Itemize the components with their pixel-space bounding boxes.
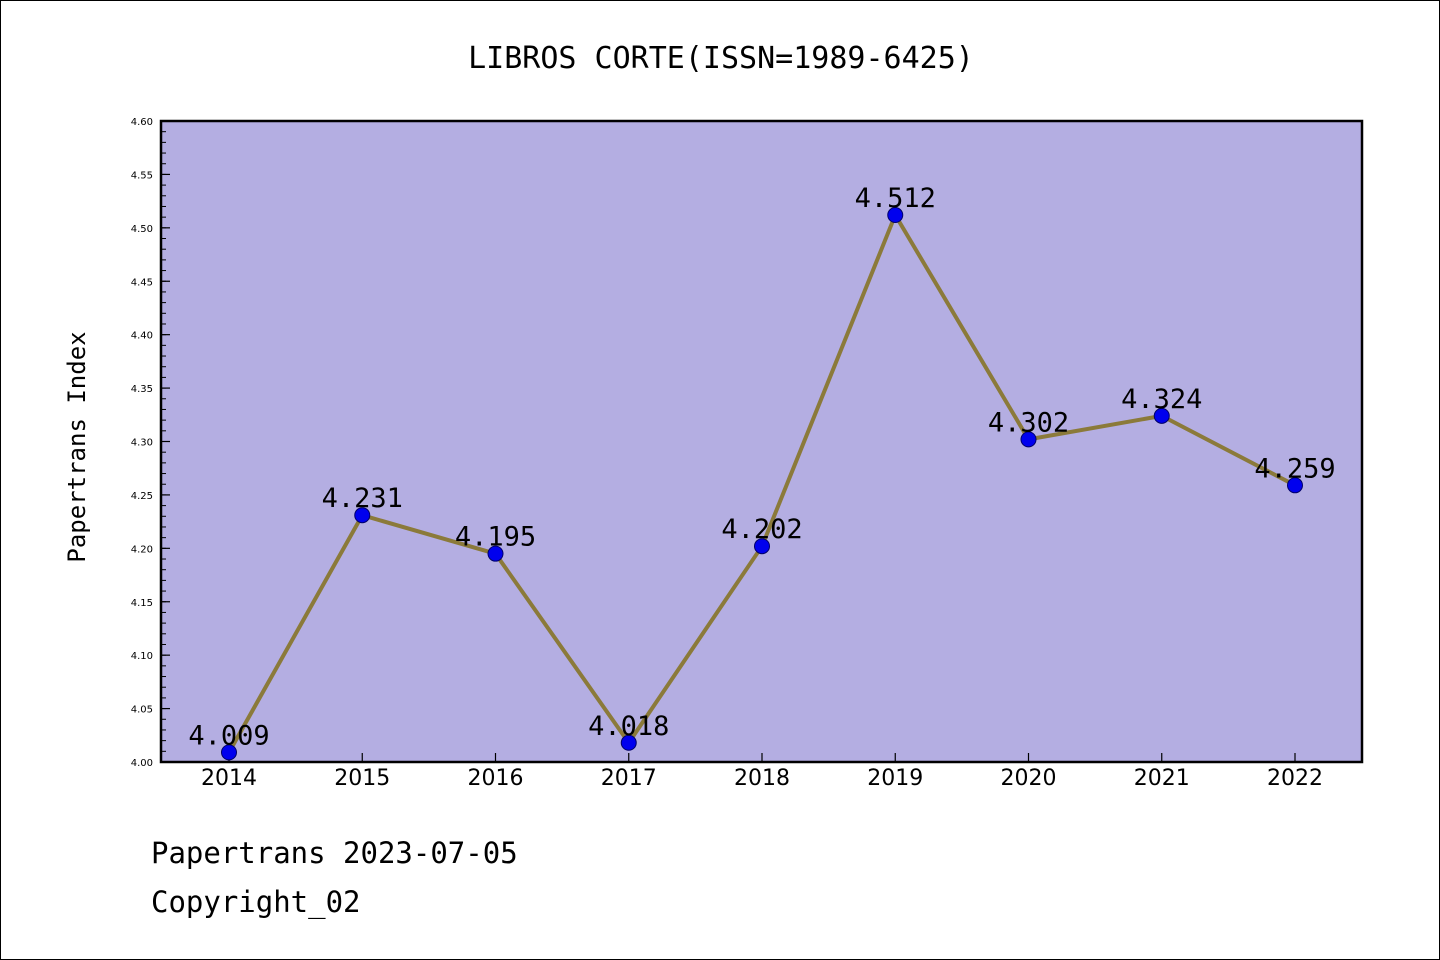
plot-area	[161, 121, 1362, 762]
x-tick-label: 2014	[201, 766, 257, 791]
data-label: 4.512	[855, 183, 936, 214]
data-point	[221, 744, 237, 761]
data-point	[1287, 477, 1303, 494]
data-labels: 4.009 4.231 4.195 4.018 4.202 4.512 4.302 4.324…	[188, 183, 1335, 751]
data-point	[487, 545, 504, 562]
y-tick-label: 4.15	[131, 598, 153, 609]
data-point	[354, 507, 371, 524]
y-tick-label: 4.40	[131, 331, 153, 342]
data-label: 4.195	[455, 522, 536, 553]
data-point	[1020, 431, 1037, 448]
data-label: 4.302	[988, 407, 1069, 438]
data-point	[754, 538, 770, 555]
footer-copyright: Copyright_02	[151, 885, 361, 919]
x-tick-label: 2022	[1267, 766, 1323, 791]
data-label: 4.202	[721, 514, 802, 545]
data-label: 4.324	[1121, 384, 1202, 415]
y-axis-label: Papertrans Index	[63, 331, 91, 562]
y-tick-label: 4.30	[131, 438, 153, 449]
data-label: 4.231	[322, 483, 403, 514]
y-tick-label: 4.35	[131, 384, 153, 395]
plot-border	[159, 119, 1364, 764]
y-tick-labels: 4.00 4.05 4.10 4.15 4.20 4.25 4.30 4.35 4.40 4.45…	[131, 117, 153, 769]
footer-date: Papertrans 2023-07-05	[151, 836, 518, 870]
y-tick-label: 4.60	[131, 117, 153, 128]
data-label: 4.009	[188, 720, 269, 751]
y-tick-label: 4.20	[131, 544, 153, 555]
data-point	[1153, 407, 1170, 424]
chart-title: LIBROS CORTE(ISSN=1989-6425)	[468, 41, 974, 76]
x-tick-label: 2019	[867, 766, 923, 791]
x-tick-label: 2018	[734, 766, 790, 791]
y-tick-label: 4.25	[131, 491, 153, 502]
x-tick-label: 2017	[601, 766, 657, 791]
y-tick-label: 4.05	[131, 705, 153, 716]
y-tick-label: 4.45	[131, 277, 153, 288]
data-point	[620, 734, 637, 751]
y-tick-label: 4.00	[131, 758, 153, 769]
data-label: 4.018	[588, 711, 669, 742]
y-tick-label: 4.10	[131, 651, 153, 662]
y-tick-label: 4.55	[131, 170, 153, 181]
y-tick-label: 4.50	[131, 224, 153, 235]
x-tick-label: 2020	[1001, 766, 1057, 791]
x-tick-label: 2016	[468, 766, 524, 791]
x-tick-labels: 2014 2015 2016 2017 2018 2019 2020 2021 2022	[201, 766, 1323, 791]
x-tick-label: 2021	[1134, 766, 1190, 791]
x-tick-label: 2015	[334, 766, 390, 791]
data-label: 4.259	[1254, 453, 1335, 484]
data-point	[887, 207, 904, 224]
data-markers	[221, 207, 1303, 761]
